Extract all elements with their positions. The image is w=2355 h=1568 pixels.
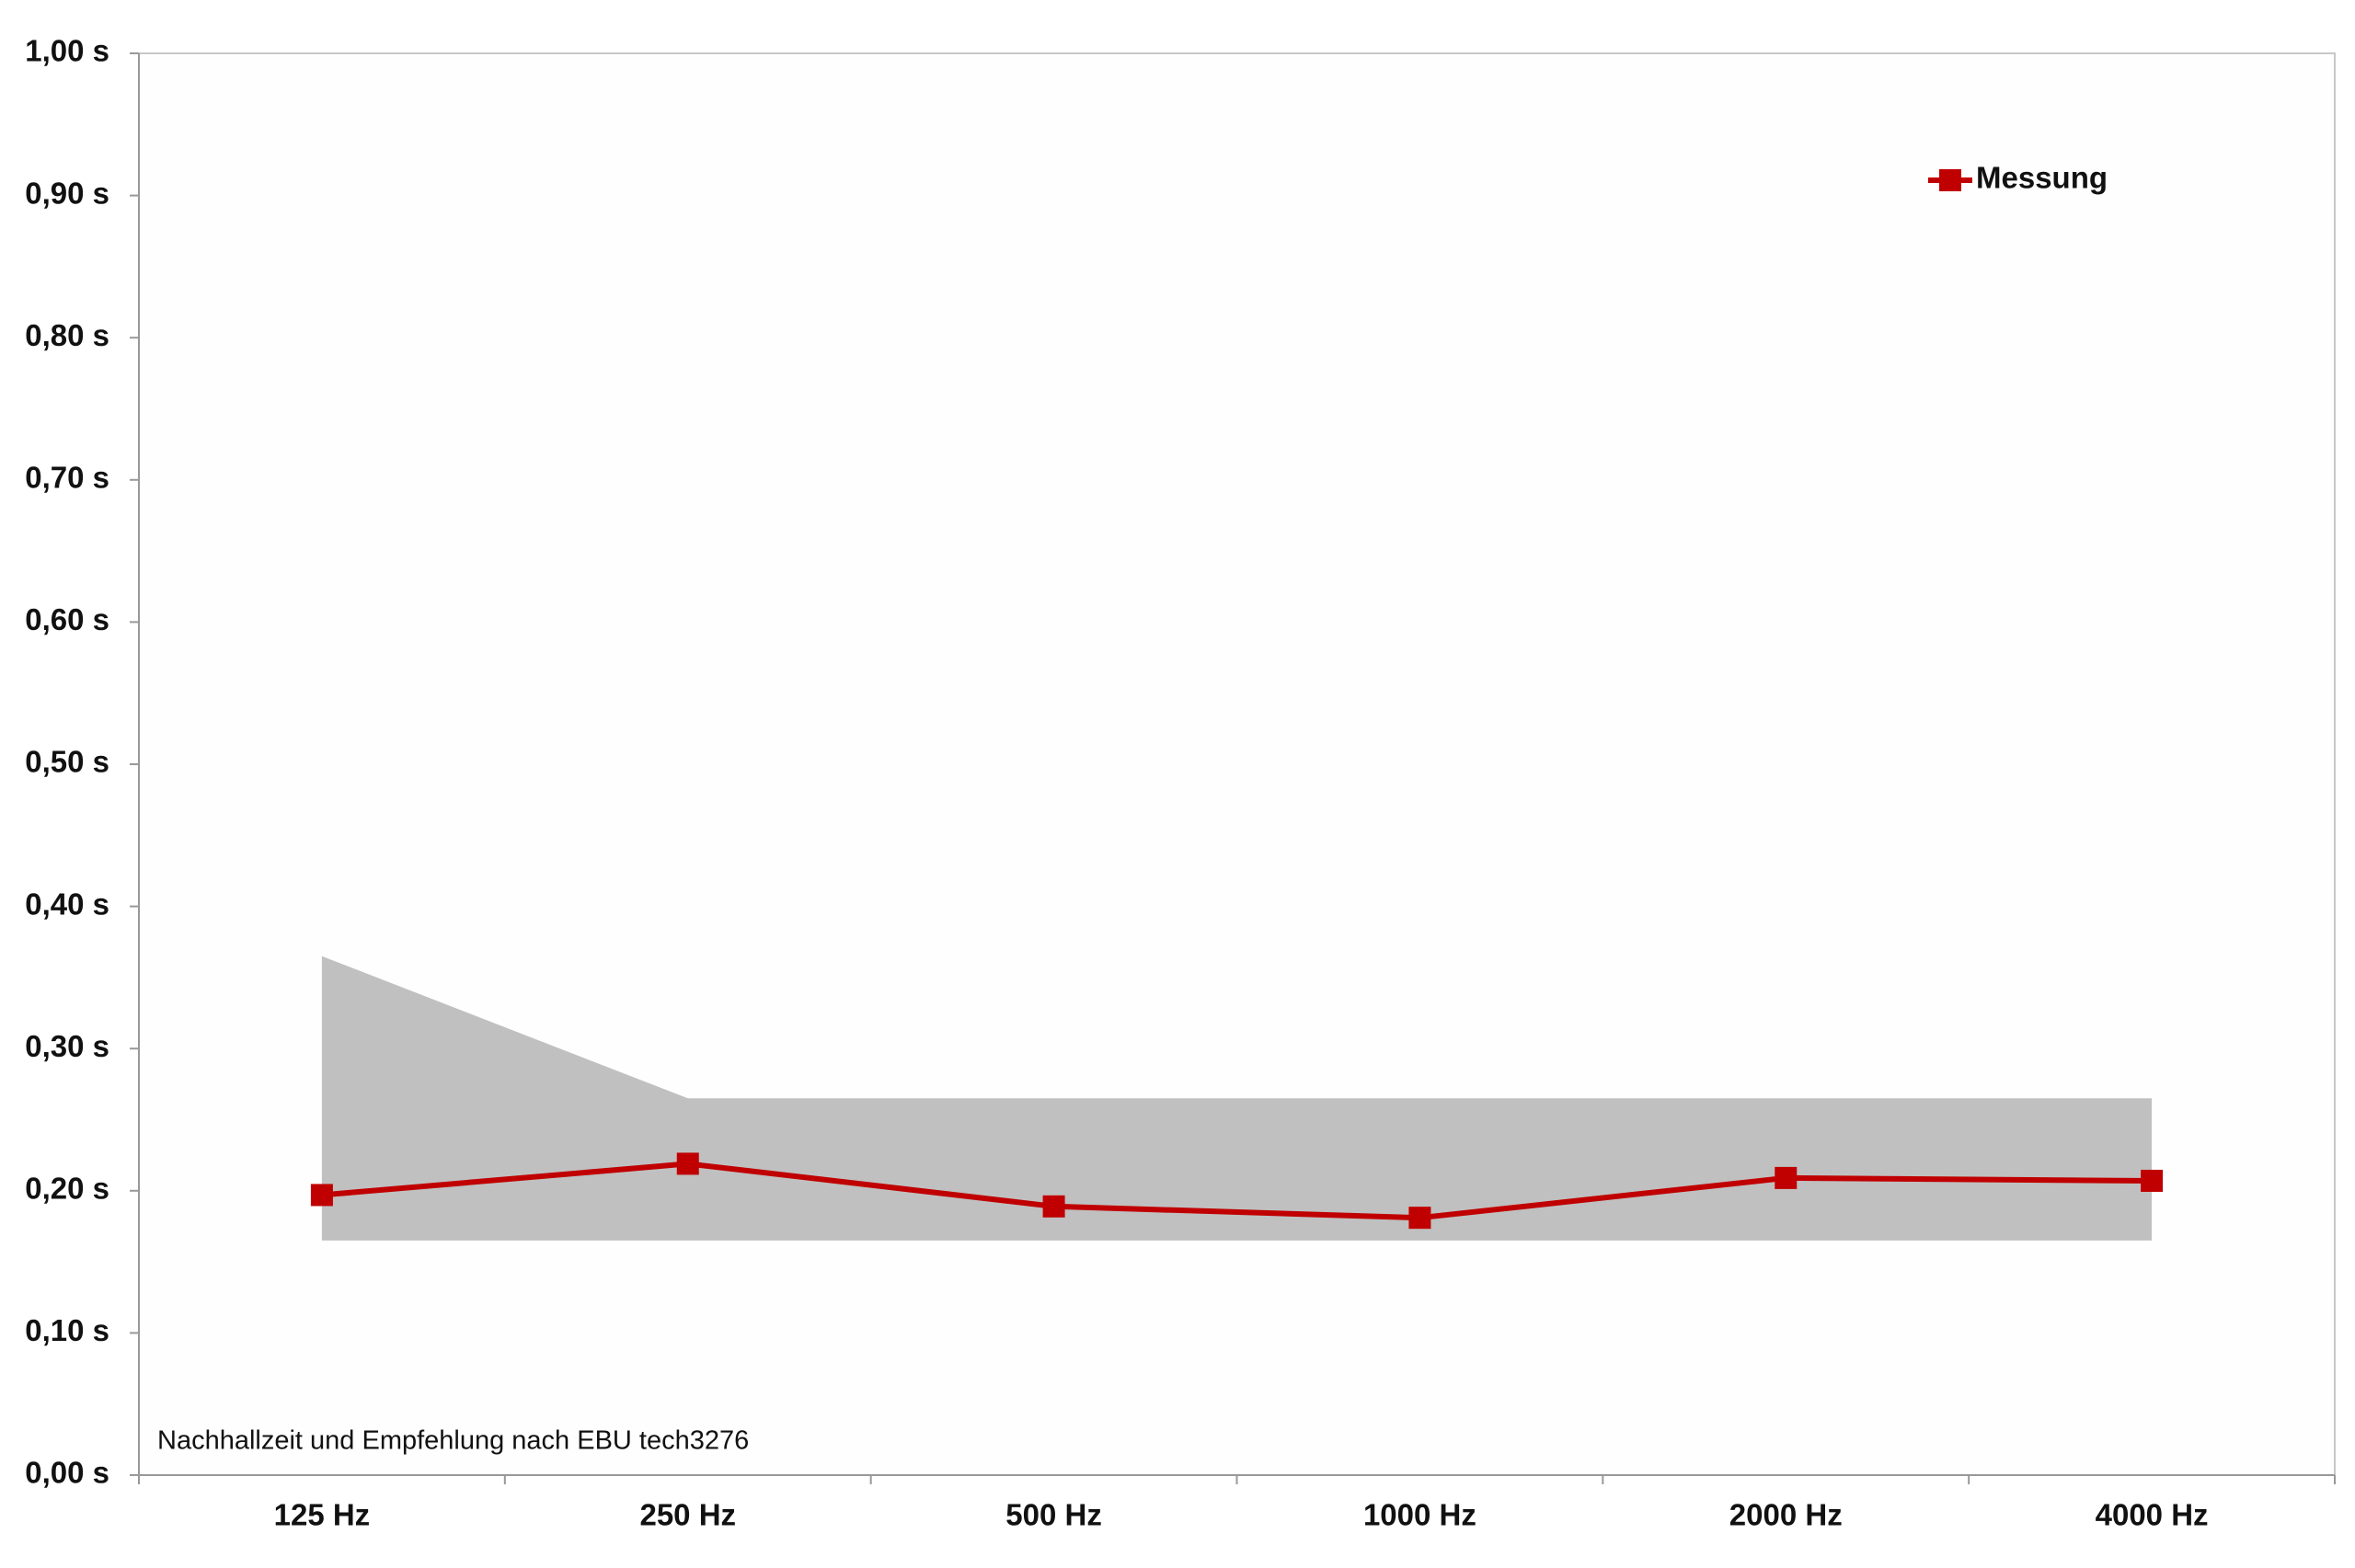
marker bbox=[1408, 1207, 1431, 1230]
x-tick-label: 250 Hz bbox=[639, 1498, 736, 1532]
marker bbox=[676, 1152, 699, 1175]
x-tick-label: 2000 Hz bbox=[1729, 1498, 1843, 1532]
y-tick-label: 0,70 s bbox=[25, 461, 109, 495]
annotation: Nachhallzeit und Empfehlung nach EBU tec… bbox=[157, 1426, 749, 1456]
legend-label: Messung bbox=[1976, 161, 2108, 195]
x-tick-label: 1000 Hz bbox=[1363, 1498, 1476, 1532]
x-tick-label: 500 Hz bbox=[1005, 1498, 1102, 1532]
y-tick-label: 0,60 s bbox=[25, 602, 109, 636]
y-tick-label: 0,20 s bbox=[25, 1172, 109, 1206]
x-tick-label: 125 Hz bbox=[274, 1498, 371, 1532]
marker bbox=[310, 1184, 333, 1207]
marker bbox=[1775, 1166, 1798, 1189]
plot-area bbox=[138, 52, 2336, 1476]
y-tick-label: 0,40 s bbox=[25, 887, 109, 921]
y-tick-label: 1,00 s bbox=[25, 34, 109, 68]
y-tick-label: 0,30 s bbox=[25, 1029, 109, 1063]
y-tick-label: 0,00 s bbox=[25, 1456, 109, 1490]
series-line bbox=[321, 1161, 2153, 1221]
y-tick-label: 0,10 s bbox=[25, 1313, 109, 1347]
marker bbox=[1042, 1195, 1065, 1218]
y-tick-label: 0,50 s bbox=[25, 745, 109, 779]
x-tick-label: 4000 Hz bbox=[2096, 1498, 2209, 1532]
tolerance-band bbox=[321, 956, 2153, 1241]
legend-marker bbox=[1939, 169, 1961, 191]
marker bbox=[2141, 1169, 2164, 1192]
y-tick-label: 0,90 s bbox=[25, 176, 109, 210]
y-tick-label: 0,80 s bbox=[25, 318, 109, 352]
